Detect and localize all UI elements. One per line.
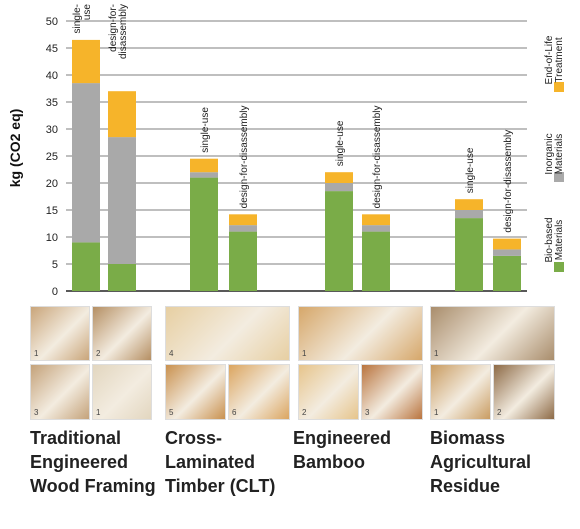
legend-swatch: [554, 172, 564, 182]
bar-segment: [325, 172, 353, 183]
bar-segment: [493, 255, 521, 291]
stacked-bar-chart: kg (CO2 eq) 0 5 10 15 20 25 30 35 40 45 50 single-us…: [7, 4, 565, 298]
bar-segment: [362, 231, 390, 291]
material-photo: 3: [30, 364, 90, 420]
bar-label: single-use: [72, 4, 93, 34]
material-photo: 1: [30, 306, 90, 361]
photo-number: 2: [497, 408, 502, 417]
legend-swatch: [554, 262, 564, 272]
y-tick-label: 45: [46, 43, 58, 55]
y-tick-label: 5: [52, 259, 58, 271]
y-tick-label: 30: [46, 124, 58, 136]
legend-swatch: [554, 82, 564, 92]
material-photo: 1: [430, 306, 555, 361]
y-tick-label: 0: [52, 286, 58, 298]
photo-number: 1: [302, 349, 307, 358]
bar-segment: [362, 225, 390, 232]
y-tick-label: 15: [46, 205, 58, 217]
bar-segment: [108, 91, 136, 138]
bar-segment: [325, 183, 353, 192]
y-tick-label: 50: [46, 16, 58, 28]
material-photo: 5: [165, 364, 226, 420]
bar-segment: [325, 191, 353, 291]
photo-number: 1: [434, 349, 439, 358]
category-label-wood-framing: Traditional Engineered Wood Framing: [30, 428, 156, 496]
y-tick-label: 35: [46, 97, 58, 109]
bar-segment: [72, 83, 100, 243]
bar-segment: [455, 199, 483, 210]
bar-segment: [229, 231, 257, 291]
legend-label: InorganicMaterials: [544, 133, 565, 174]
material-photo: 2: [92, 306, 152, 361]
bar-label: single-use: [335, 120, 346, 166]
bar-segment: [229, 214, 257, 226]
photo-number: 3: [34, 408, 39, 417]
material-photo: 2: [493, 364, 555, 420]
bar-segment: [229, 225, 257, 232]
material-photo: 3: [361, 364, 423, 420]
material-photos: 1 2 3 1 4 5 6 1 2 3 1 1 2: [30, 306, 555, 422]
photo-number: 1: [96, 408, 101, 417]
bar-segment: [190, 172, 218, 178]
bar-label: single-use: [465, 147, 476, 193]
photo-number: 1: [34, 349, 39, 358]
photo-number: 2: [302, 408, 307, 417]
legend-label: Bio-basedMaterials: [544, 217, 565, 262]
bar-segment: [190, 177, 218, 291]
y-axis-label: kg (CO2 eq): [7, 109, 23, 188]
photo-number: 3: [365, 408, 370, 417]
bar-segment: [72, 242, 100, 291]
photo-number: 2: [96, 349, 101, 358]
bar-segment: [493, 249, 521, 256]
material-photo: 2: [298, 364, 359, 420]
photo-number: 5: [169, 408, 174, 417]
legend-label: End-of-LifeTreatment: [544, 35, 565, 84]
bar-segment: [493, 238, 521, 250]
y-tick-label: 10: [46, 232, 58, 244]
material-photo: 1: [92, 364, 152, 420]
bar-segment: [190, 158, 218, 173]
photo-number: 6: [232, 408, 237, 417]
bar-segment: [108, 264, 136, 291]
bar-label: design-for-disassembly: [239, 105, 250, 208]
material-photo: 1: [430, 364, 491, 420]
material-photo: 6: [228, 364, 290, 420]
y-tick-label: 40: [46, 70, 58, 82]
photo-number: 4: [169, 349, 174, 358]
photo-number: 1: [434, 408, 439, 417]
category-label-bamboo: Engineered Bamboo: [293, 428, 392, 472]
bar-label: design-for-disassembly: [503, 130, 514, 233]
bar-segment: [455, 218, 483, 291]
material-photo: 1: [298, 306, 423, 361]
material-photo: 4: [165, 306, 290, 361]
category-label-biomass: Biomass Agricultural Residue: [430, 428, 532, 496]
category-label-clt: Cross- Laminated Timber (CLT): [165, 428, 276, 496]
y-tick-label: 25: [46, 151, 58, 163]
bar-segment: [455, 210, 483, 219]
bar-segment: [362, 214, 390, 226]
y-tick-label: 20: [46, 178, 58, 190]
bar-label: design-for-disassembly: [372, 105, 383, 208]
bar-label: single-use: [200, 107, 211, 153]
bar-segment: [108, 137, 136, 264]
bar-segment: [72, 39, 100, 84]
bar-label: design-for-disassembly: [108, 4, 129, 59]
